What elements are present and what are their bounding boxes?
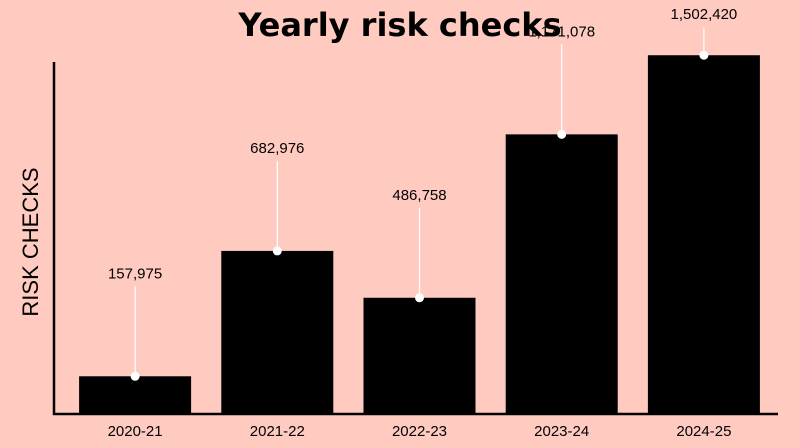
chart-title: Yearly risk checks — [237, 6, 561, 44]
x-tick-label-2022-23: 2022-23 — [392, 423, 447, 440]
bar-2023-24 — [505, 134, 618, 414]
y-axis-label: RISK CHECKS — [18, 167, 43, 316]
bar-2021-22 — [221, 250, 334, 414]
data-labels: 157,975 682,976 486,758 1,171,078 1,502,420 — [108, 6, 737, 282]
x-tick-label-2024-25: 2024-25 — [676, 423, 731, 440]
x-tick-labels: 2020-21 2021-22 2022-23 2023-24 2024-25 — [108, 423, 732, 440]
bars-group — [79, 55, 760, 414]
x-tick-label-2021-22: 2021-22 — [250, 423, 305, 440]
leader-dot-2022-23 — [415, 293, 424, 303]
x-tick-label-2020-21: 2020-21 — [108, 423, 163, 440]
x-tick-label-2023-24: 2023-24 — [534, 423, 589, 440]
leader-dot-2024-25 — [699, 50, 709, 60]
leaders-group — [130, 27, 709, 381]
bar-2022-23 — [363, 297, 476, 414]
data-label-2021-22: 682,976 — [250, 140, 304, 157]
data-label-2024-25: 1,502,420 — [671, 6, 738, 23]
data-label-2023-24: 1,171,078 — [528, 23, 595, 40]
data-label-2022-23: 486,758 — [392, 187, 446, 204]
leader-dot-2021-22 — [272, 246, 282, 256]
leader-dot-2020-21 — [130, 371, 140, 381]
leader-dot-2023-24 — [557, 129, 567, 139]
bar-2024-25 — [647, 55, 760, 414]
bar-2020-21 — [79, 376, 192, 414]
data-label-2020-21: 157,975 — [108, 265, 162, 282]
